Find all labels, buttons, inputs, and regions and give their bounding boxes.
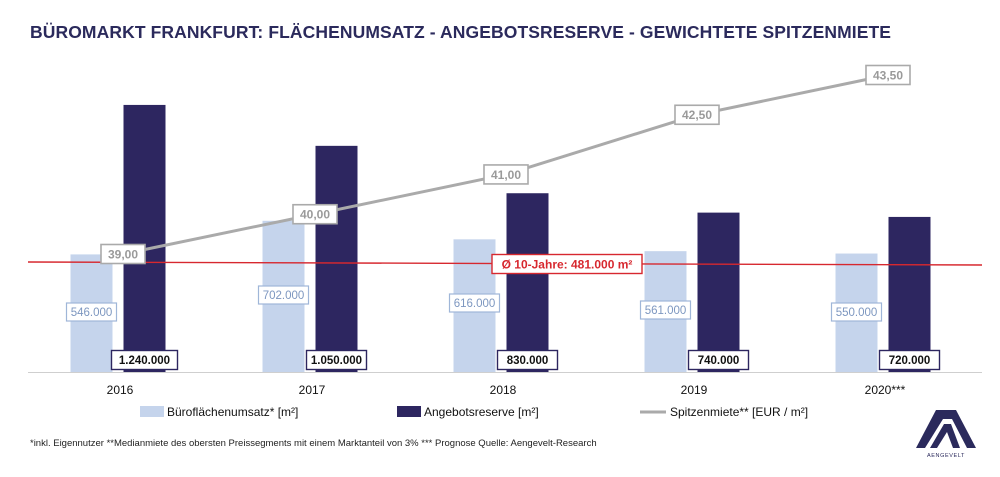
- footnote: *inkl. Eigennutzer **Medianmiete des obe…: [30, 438, 597, 449]
- chart-title: BÜROMARKT FRANKFURT: FLÄCHENUMSATZ - ANG…: [30, 22, 892, 42]
- umsatz-data-label-box: [65, 302, 118, 322]
- rent-data-label-box: [100, 243, 146, 265]
- rent-data-label-box: [865, 64, 911, 86]
- reserve-data-label-box: [878, 349, 941, 371]
- reserve-data-label-box: [496, 349, 559, 371]
- reserve-bar: [506, 193, 549, 372]
- legend-label-reserve: Angebotsreserve [m²]: [424, 405, 539, 419]
- rent-data-label: 39,00: [108, 247, 138, 261]
- x-tick-label: 2020***: [865, 383, 906, 397]
- legend-swatch-umsatz: [140, 406, 164, 417]
- legend-label-miete: Spitzenmiete** [EUR / m²]: [670, 405, 808, 419]
- average-label-box: [491, 253, 643, 275]
- rent-data-label-box: [674, 104, 720, 126]
- umsatz-data-label: 616.000: [454, 298, 496, 310]
- legend-label-umsatz: Büroflächenumsatz* [m²]: [167, 405, 298, 419]
- reserve-data-label: 740.000: [698, 355, 740, 367]
- x-tick-label: 2017: [299, 383, 326, 397]
- rent-data-label: 40,00: [300, 208, 330, 222]
- reserve-bar: [123, 104, 166, 372]
- logo-text: AENGEVELT: [926, 453, 965, 459]
- reserve-bar: [315, 145, 358, 372]
- umsatz-data-label-box: [639, 300, 692, 320]
- logo-mark-icon: [916, 410, 976, 448]
- x-tick-label: 2018: [490, 383, 517, 397]
- x-tick-label: 2019: [681, 383, 708, 397]
- legend-swatch-reserve: [397, 406, 421, 417]
- reserve-bar: [697, 212, 740, 372]
- reserve-data-label: 830.000: [507, 355, 549, 367]
- rent-data-label: 42,50: [682, 108, 712, 122]
- umsatz-data-label: 702.000: [263, 290, 305, 302]
- aengevelt-logo: AENGEVELT: [912, 404, 980, 464]
- umsatz-data-label: 546.000: [71, 307, 113, 319]
- x-tick-label: 2016: [107, 383, 134, 397]
- rent-data-label-box: [292, 203, 338, 225]
- umsatz-data-label-box: [257, 285, 310, 305]
- reserve-bar: [888, 216, 931, 372]
- umsatz-data-label-box: [830, 302, 883, 322]
- rent-data-label: 41,00: [491, 168, 521, 182]
- reserve-data-label-box: [305, 349, 368, 371]
- umsatz-data-label: 561.000: [645, 305, 687, 317]
- umsatz-data-label: 550.000: [836, 307, 878, 319]
- reserve-data-label: 1.050.000: [311, 355, 362, 367]
- rent-data-label: 43,50: [873, 68, 903, 82]
- umsatz-data-label-box: [448, 293, 501, 313]
- average-label: Ø 10-Jahre: 481.000 m²: [502, 257, 633, 271]
- reserve-data-label: 1.240.000: [119, 355, 170, 367]
- reserve-data-label-box: [687, 349, 750, 371]
- reserve-data-label-box: [110, 349, 179, 371]
- rent-data-label-box: [483, 164, 529, 185]
- reserve-data-label: 720.000: [889, 355, 931, 367]
